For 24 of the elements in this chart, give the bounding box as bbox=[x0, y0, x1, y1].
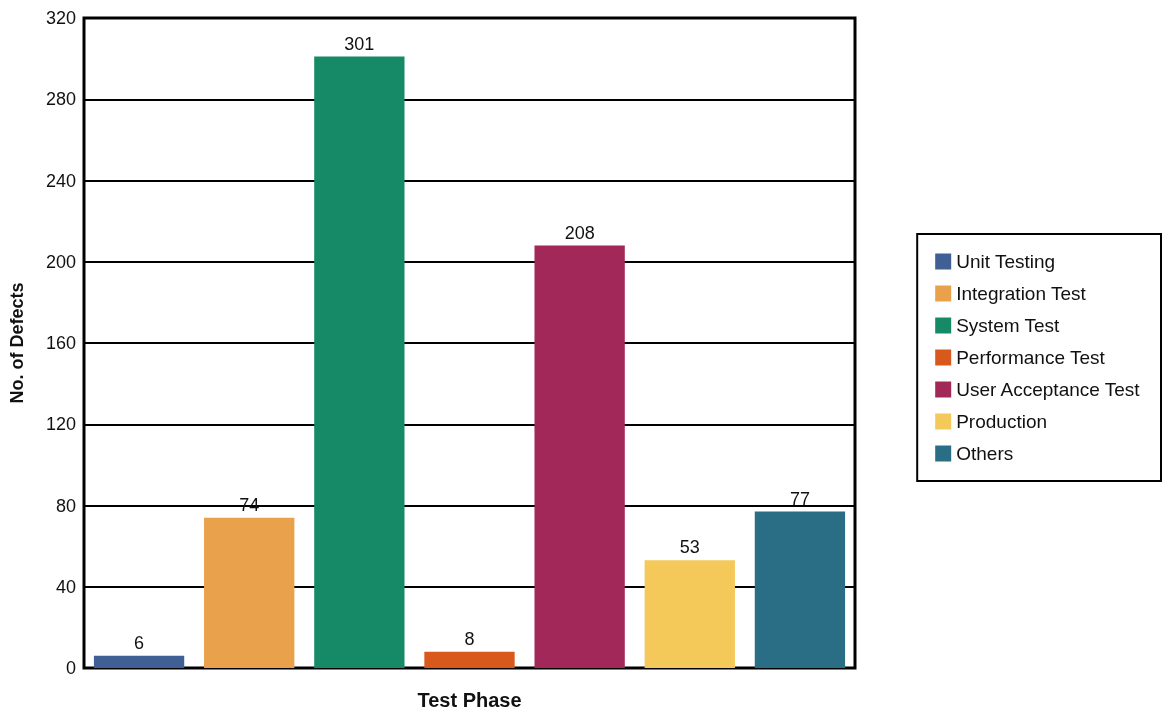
legend-label: Production bbox=[956, 411, 1048, 432]
y-tick-label: 120 bbox=[45, 414, 76, 435]
y-axis-title: No. of Defects bbox=[7, 282, 27, 404]
y-tick-label: 0 bbox=[65, 658, 76, 678]
legend-label: Unit Testing bbox=[956, 251, 1056, 272]
y-tick-label: 40 bbox=[55, 576, 76, 597]
legend-label: Performance Test bbox=[956, 347, 1106, 368]
data-label: 8 bbox=[464, 628, 475, 649]
legend-label: System Test bbox=[956, 315, 1061, 336]
x-axis-title: Test Phase bbox=[417, 689, 522, 711]
y-tick-label: 240 bbox=[45, 170, 76, 191]
legend-label: Integration Test bbox=[956, 283, 1087, 304]
legend-label: Others bbox=[956, 443, 1014, 464]
data-label: 77 bbox=[789, 488, 810, 509]
y-tick-label: 80 bbox=[55, 495, 76, 516]
y-tick-label: 280 bbox=[45, 89, 76, 110]
y-tick-label: 160 bbox=[45, 333, 76, 353]
data-label: 208 bbox=[564, 222, 595, 243]
data-label: 301 bbox=[344, 33, 375, 54]
y-tick-label: 320 bbox=[45, 8, 76, 28]
y-tick-label: 200 bbox=[45, 251, 76, 272]
data-label: 6 bbox=[134, 632, 145, 653]
data-label: 53 bbox=[679, 537, 700, 558]
legend-label: User Acceptance Test bbox=[956, 379, 1141, 400]
